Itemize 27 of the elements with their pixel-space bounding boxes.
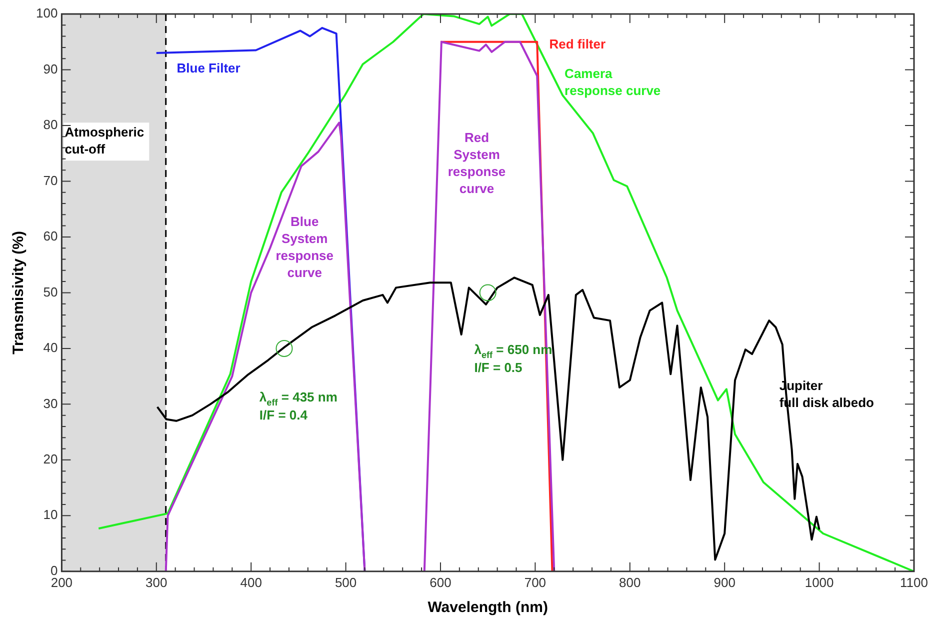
- x-tick-label: 900: [714, 574, 736, 590]
- y-axis-title: Transmisivity (%): [10, 231, 28, 354]
- y-tick-label: 50: [43, 284, 58, 300]
- x-tick-label: 600: [430, 574, 452, 590]
- series-label: Blue Filter: [176, 60, 240, 76]
- series-label: Camera response curve: [564, 66, 661, 98]
- x-tick-label: 700: [524, 574, 546, 590]
- series-label: Blue System response curve: [276, 214, 334, 280]
- y-tick-label: 70: [43, 172, 58, 188]
- y-tick-label: 80: [43, 117, 58, 132]
- y-tick-label: 60: [43, 228, 58, 244]
- y-tick-label: 10: [43, 507, 58, 522]
- band-label: Atmospheric cut-off: [64, 124, 144, 157]
- y-tick-label: 90: [43, 61, 58, 76]
- x-tick-label: 1000: [804, 574, 834, 590]
- x-tick-label: 400: [240, 574, 262, 590]
- x-tick-label: 500: [334, 574, 357, 590]
- y-tick-label: 100: [36, 6, 58, 21]
- x-tick-label: 800: [619, 574, 641, 590]
- x-axis-title: Wavelength (nm): [428, 599, 548, 616]
- series-label: Red System response curve: [448, 130, 506, 196]
- series-label: Red filter: [549, 36, 606, 52]
- y-tick-label: 30: [43, 396, 58, 411]
- y-tick-label: 40: [43, 340, 58, 356]
- y-tick-label: 20: [43, 452, 58, 466]
- x-tick-label: 300: [146, 574, 168, 590]
- x-tick-label: 1100: [900, 574, 928, 590]
